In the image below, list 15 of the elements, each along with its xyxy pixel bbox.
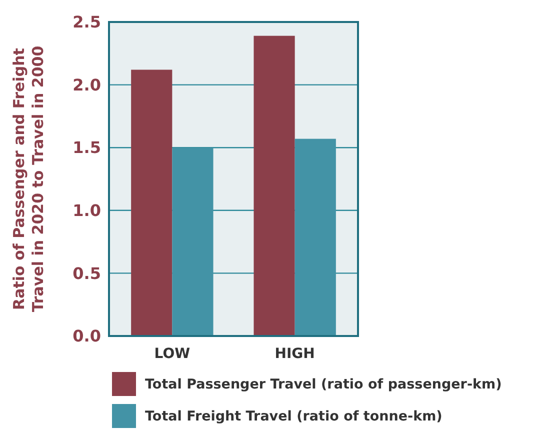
bar xyxy=(294,138,336,336)
y-tick-label: 2.5 xyxy=(72,12,101,32)
y-tick-label: 2.0 xyxy=(72,75,101,94)
y-tick-label: 0.0 xyxy=(72,326,101,346)
x-tick-label: HIGH xyxy=(274,346,315,362)
legend-label: Total Passenger Travel (ratio of passenger-km) xyxy=(145,376,502,393)
y-tick-label: 0.5 xyxy=(72,264,101,283)
y-tick-label: 1.5 xyxy=(72,138,101,158)
y-tick-label: 1.0 xyxy=(72,201,101,220)
x-tick-label: LOW xyxy=(154,346,190,362)
bar xyxy=(172,148,214,336)
bar xyxy=(131,70,172,336)
bar xyxy=(254,36,295,336)
legend-label: Total Freight Travel (ratio of tonne-km) xyxy=(145,408,442,425)
y-axis-title: Ratio of Passenger and Freight Travel in 2020 to Travel in 2000 xyxy=(10,46,47,312)
